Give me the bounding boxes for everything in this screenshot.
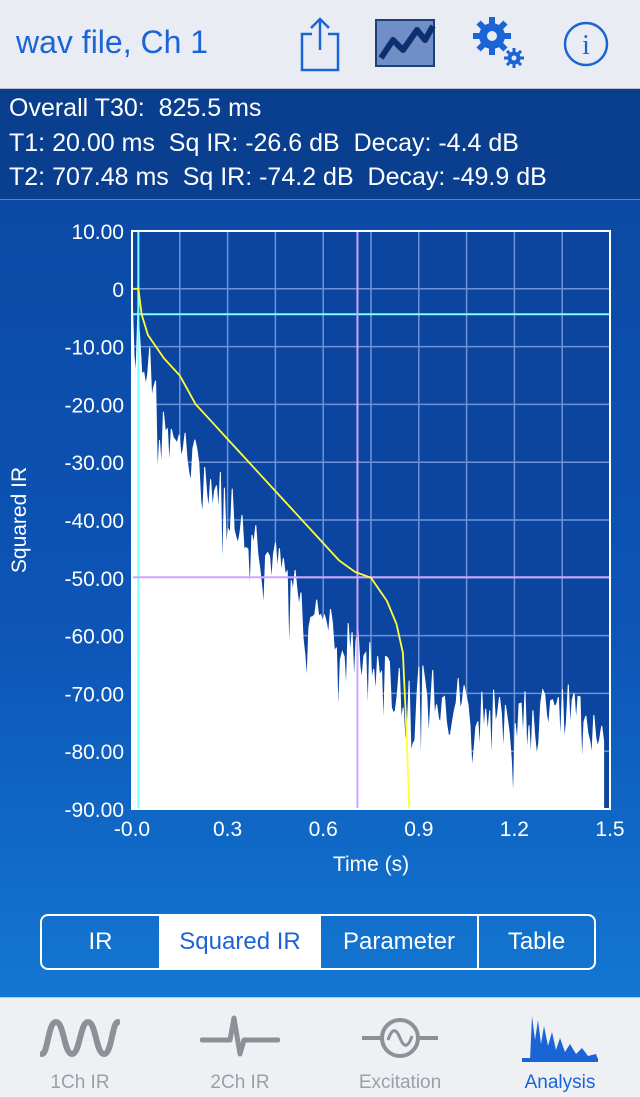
y-tick-label: -40.00 [64, 510, 124, 533]
segment-table[interactable]: Table [507, 928, 566, 955]
tab-analysis[interactable]: Analysis [480, 998, 640, 1097]
info-icon: i [563, 21, 609, 67]
y-tick-label: 0 [112, 279, 124, 302]
segment-squared-ir[interactable]: Squared IR [161, 916, 321, 968]
chart-view-button[interactable] [370, 8, 442, 80]
y-tick-label: 10.00 [71, 221, 124, 244]
page-title: wav file, Ch 1 [16, 24, 209, 60]
share-icon [300, 17, 340, 72]
tab-analysis-label: Analysis [524, 1072, 596, 1093]
view-segmented-control: IR Squared IR Parameter Table [40, 914, 596, 970]
x-tick-label: -0.0 [114, 818, 150, 841]
navigation-bar: wav file, Ch 1 [0, 0, 640, 89]
tab-excitation[interactable]: Excitation [320, 998, 480, 1097]
x-axis-label: Time (s) [333, 853, 409, 876]
segment-parameter[interactable]: Parameter [321, 916, 479, 968]
pulse-icon [200, 1015, 280, 1057]
share-button[interactable] [284, 8, 356, 80]
x-tick-label: 0.9 [404, 818, 433, 841]
squared-ir-chart[interactable]: 10.00 0 -10.00 -20.00 -30.00 -40.00 -50.00 -60.… [0, 200, 640, 900]
tab-1ch-ir-label: 1Ch IR [50, 1072, 110, 1093]
gear-icon [473, 17, 524, 68]
t1-cursor-readout: T1: 20.00 ms Sq IR: -26.6 dB Decay: -4.4… [9, 129, 519, 157]
squared-ir-trace [131, 289, 605, 810]
y-tick-label: -10.00 [64, 337, 124, 360]
generator-icon [362, 1018, 438, 1058]
x-tick-label: 0.3 [213, 818, 242, 841]
y-tick-label: -50.00 [64, 568, 124, 591]
plot-border [131, 230, 611, 810]
y-tick-label: -20.00 [64, 394, 124, 417]
analysis-content: Overall T30: 825.5 ms T1: 20.00 ms Sq IR… [0, 89, 640, 997]
wave-icon [40, 1018, 120, 1058]
y-tick-label: -30.00 [64, 452, 124, 475]
x-tick-label: 1.2 [500, 818, 529, 841]
overall-t30-text: Overall T30: 825.5 ms [9, 94, 262, 122]
parameter-readout: Overall T30: 825.5 ms T1: 20.00 ms Sq IR… [0, 89, 640, 200]
tab-2ch-ir-label: 2Ch IR [210, 1072, 270, 1093]
chart-icon [375, 19, 436, 67]
segment-ir[interactable]: IR [42, 916, 161, 968]
tab-bar: 1Ch IR 2Ch IR Excitation Analysis [0, 997, 640, 1097]
decay-curve [132, 287, 411, 810]
y-axis-label: Squared IR [8, 467, 31, 573]
info-button[interactable]: i [550, 8, 622, 80]
tab-excitation-label: Excitation [358, 1072, 442, 1093]
y-tick-label: -70.00 [64, 683, 124, 706]
tab-2ch-ir[interactable]: 2Ch IR [160, 998, 320, 1097]
chart-svg: 10.00 0 -10.00 -20.00 -30.00 -40.00 -50.00 -60.… [8, 221, 625, 876]
y-tick-label: -60.00 [64, 626, 124, 649]
x-tick-label: 0.6 [309, 818, 338, 841]
t2-cursor-readout: T2: 707.48 ms Sq IR: -74.2 dB Decay: -49… [9, 163, 547, 191]
x-tick-label: 1.5 [595, 818, 624, 841]
y-tick-label: -80.00 [64, 741, 124, 764]
svg-text:i: i [582, 30, 590, 61]
tab-1ch-ir[interactable]: 1Ch IR [0, 998, 160, 1097]
y-tick-label: -90.00 [64, 799, 124, 822]
settings-button[interactable] [464, 8, 536, 80]
decay-icon [522, 1016, 598, 1062]
